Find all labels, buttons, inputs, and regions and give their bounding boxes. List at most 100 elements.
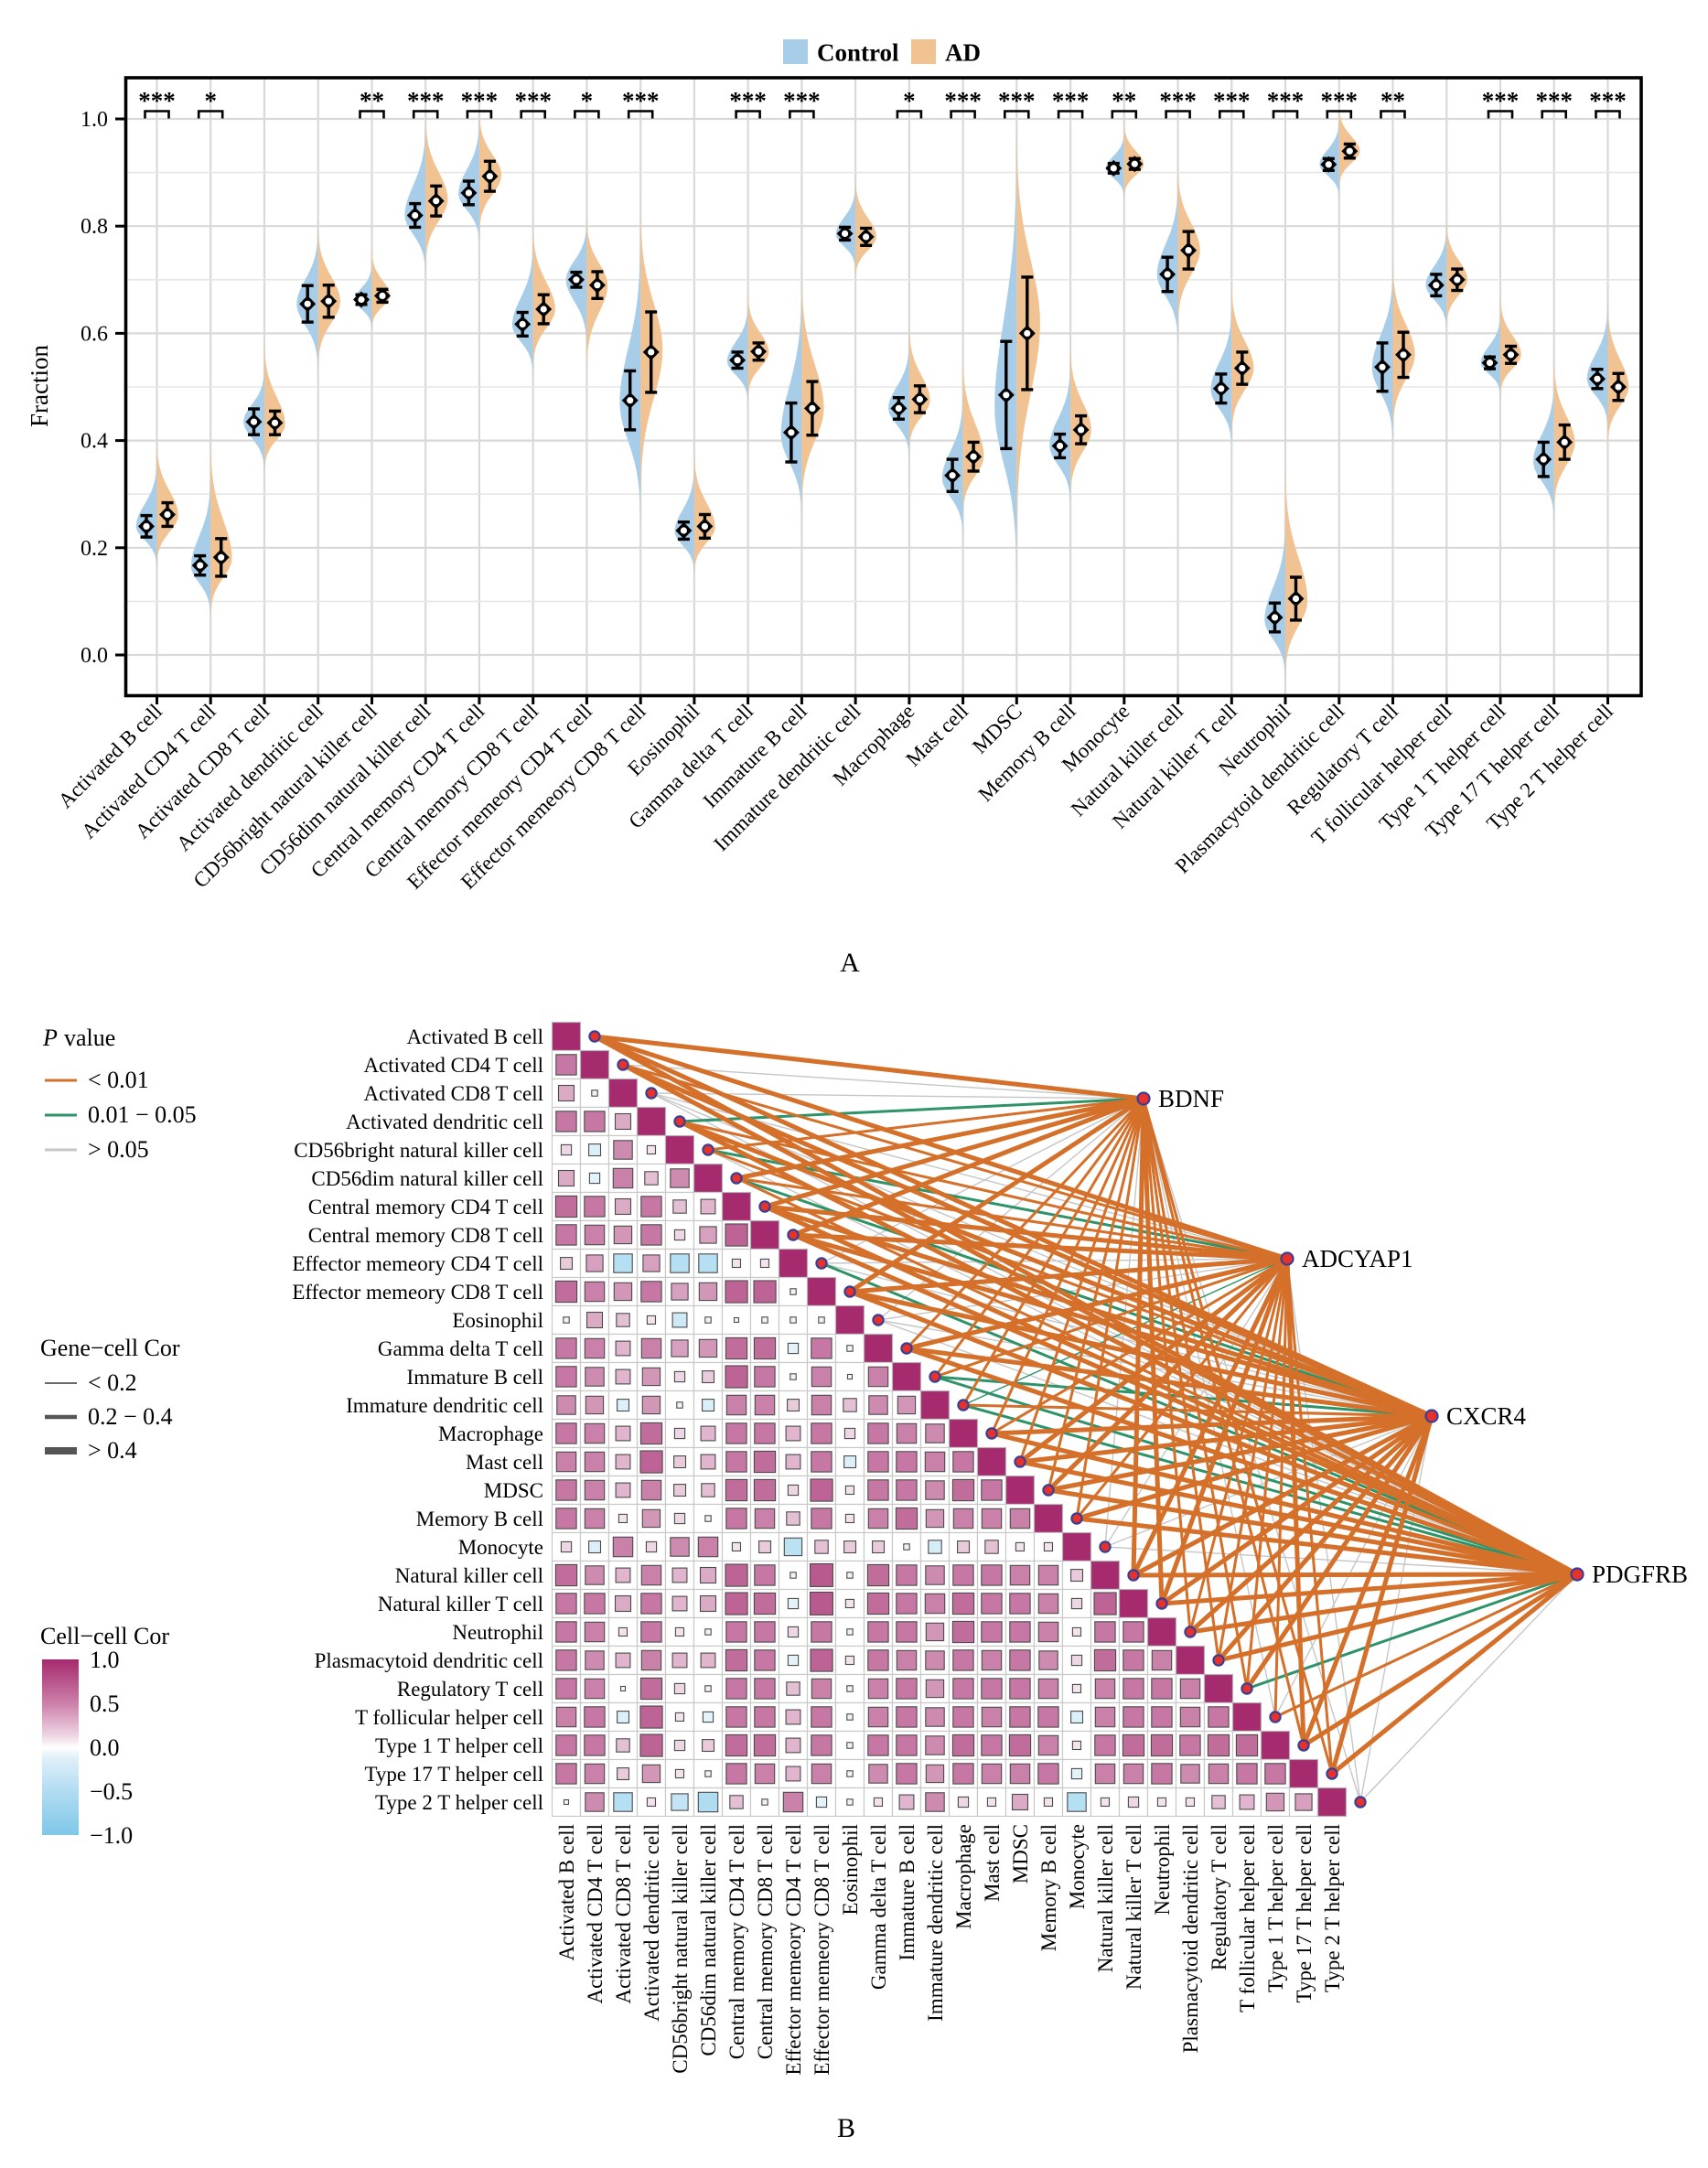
heat-cell-value <box>698 1282 718 1302</box>
heat-cell-value <box>1071 1683 1082 1694</box>
mean-marker-circle <box>1397 349 1410 361</box>
colorbar-tick-label: 0.5 <box>90 1690 120 1717</box>
mean-errorbar-control-24 <box>1427 273 1445 298</box>
heat-cell-value <box>617 1399 630 1412</box>
mean-errorbar-ad-12 <box>803 380 821 437</box>
heat-cell-value <box>1015 1541 1026 1552</box>
heat-cell-diag <box>1175 1645 1206 1676</box>
heat-cell-value <box>759 1258 770 1269</box>
gene-cell-edge <box>792 1096 1144 1238</box>
heat-cell-value <box>671 1339 689 1358</box>
heat-cell-value <box>670 1253 690 1273</box>
sig-bracket-15 <box>950 110 976 119</box>
heat-cell-value <box>1009 1678 1031 1700</box>
heatmap-row-label: Eosinophil <box>452 1309 543 1332</box>
heat-cell-value <box>811 1366 833 1388</box>
heat-cell-value <box>699 1566 717 1584</box>
sig-stars-18: ** <box>1112 87 1136 114</box>
heat-cell-value <box>753 1478 777 1502</box>
heat-cell-value <box>952 1564 974 1586</box>
heatmap-row-label: T follicular helper cell <box>355 1706 543 1729</box>
heat-cell <box>551 1134 582 1165</box>
heat-cell-value <box>640 1337 662 1359</box>
heat-cell-value <box>555 1422 577 1444</box>
heat-cell-value <box>1180 1764 1200 1784</box>
gene-cell-edge <box>594 1034 1144 1101</box>
heat-cell-value <box>952 1763 974 1785</box>
heat-cell-value <box>725 1763 747 1785</box>
cell-node-dot <box>588 1030 601 1043</box>
cell-cell-cor-legend: Cell−cell Cor 1.0 0.5 0.0 −0.5 −1.0 <box>40 1623 169 1849</box>
cell-node-dot <box>900 1342 913 1355</box>
sig-bracket-16 <box>1004 110 1030 119</box>
heat-cell-value <box>640 1621 662 1643</box>
heat-cell-value <box>1009 1763 1031 1785</box>
heat-cell-value <box>725 1422 747 1444</box>
heatmap-column-label: Type 17 T helper cell <box>1293 1824 1316 2003</box>
mean-errorbar-control-23 <box>1374 341 1391 393</box>
heat-cell-value <box>560 1143 573 1156</box>
heat-cell-value <box>584 1593 606 1615</box>
heat-cell-value <box>790 1572 797 1579</box>
mean-marker-circle <box>248 415 260 428</box>
heat-cell-value <box>1094 1621 1116 1643</box>
heat-cell-value <box>896 1763 918 1785</box>
heatmap-row-label: Macrophage <box>438 1422 543 1445</box>
heat-cell-value <box>1123 1763 1144 1785</box>
heat-cell-value <box>584 1763 606 1785</box>
heat-cell-value <box>811 1508 833 1529</box>
heat-cell-value <box>843 1540 857 1554</box>
heat-cell-value <box>554 1195 578 1218</box>
heat-cell-value <box>758 1540 772 1554</box>
heatmap-column-label: Type 2 T helper cell <box>1321 1824 1344 1992</box>
heat-cell-value <box>585 1650 605 1670</box>
w-legend-label-thin: < 0.2 <box>88 1369 137 1396</box>
violin-ad-2 <box>264 329 285 475</box>
gene-cell-edge <box>821 1098 1144 1264</box>
mean-errorbar-ad-24 <box>1448 267 1466 293</box>
violin-ad-7 <box>532 214 555 371</box>
violin-ad-10 <box>693 441 715 577</box>
heat-cell-value <box>704 1628 712 1636</box>
cell-node-dot <box>673 1115 686 1128</box>
heat-cell-value <box>925 1764 945 1784</box>
heat-cell-value <box>584 1734 606 1756</box>
gene-cell-edge <box>877 1258 1288 1321</box>
heat-cell-value <box>615 1454 631 1470</box>
heat-cell-value <box>618 1513 628 1524</box>
mean-errorbar-ad-1 <box>212 537 230 578</box>
heatmap-row-labels: Activated B cell Activated CD4 T cell Acti… <box>292 1025 543 1814</box>
mean-errorbar-control-13 <box>836 225 854 242</box>
gene-cell-edge <box>906 1256 1288 1351</box>
gene-cell-edge <box>593 1034 1434 1419</box>
heat-cell-value <box>1094 1678 1116 1700</box>
heat-cell-value <box>725 1733 748 1757</box>
heat-cell-value <box>617 1711 630 1724</box>
heat-cell-value <box>670 1168 690 1188</box>
heat-cell-value <box>1265 1792 1285 1812</box>
mean-errorbar-control-22 <box>1320 156 1337 173</box>
heat-cell-value <box>1179 1734 1201 1756</box>
mean-marker-circle <box>1021 327 1034 339</box>
gene-cell-edge <box>679 1119 1433 1419</box>
gene-cell-edge <box>906 1346 1578 1577</box>
heat-cell <box>919 1673 951 1704</box>
heat-cell-value <box>1011 1793 1029 1811</box>
violin-control-11 <box>726 295 748 406</box>
heat-cell-value <box>555 1763 577 1785</box>
heat-cell-value <box>896 1451 918 1473</box>
p-value-legend-title: value <box>64 1025 115 1051</box>
mean-errorbar-ad-0 <box>159 500 176 529</box>
heat-cell-value <box>1179 1706 1201 1728</box>
violin-control-1 <box>191 461 211 620</box>
heat-cell-value <box>951 1620 975 1644</box>
heat-cell-value <box>867 1508 889 1529</box>
heat-cell-diag <box>1061 1531 1092 1562</box>
heat-cell-value <box>1123 1621 1144 1643</box>
heat-cell-value <box>699 1226 717 1244</box>
mean-marker-circle <box>484 170 496 183</box>
heat-cell-value <box>1071 1626 1082 1637</box>
heat-cell-value <box>584 1422 606 1444</box>
mean-errorbar-ad-21 <box>1287 575 1305 622</box>
heatmap-column-label: CD56dim natural killer cell <box>697 1824 720 2056</box>
